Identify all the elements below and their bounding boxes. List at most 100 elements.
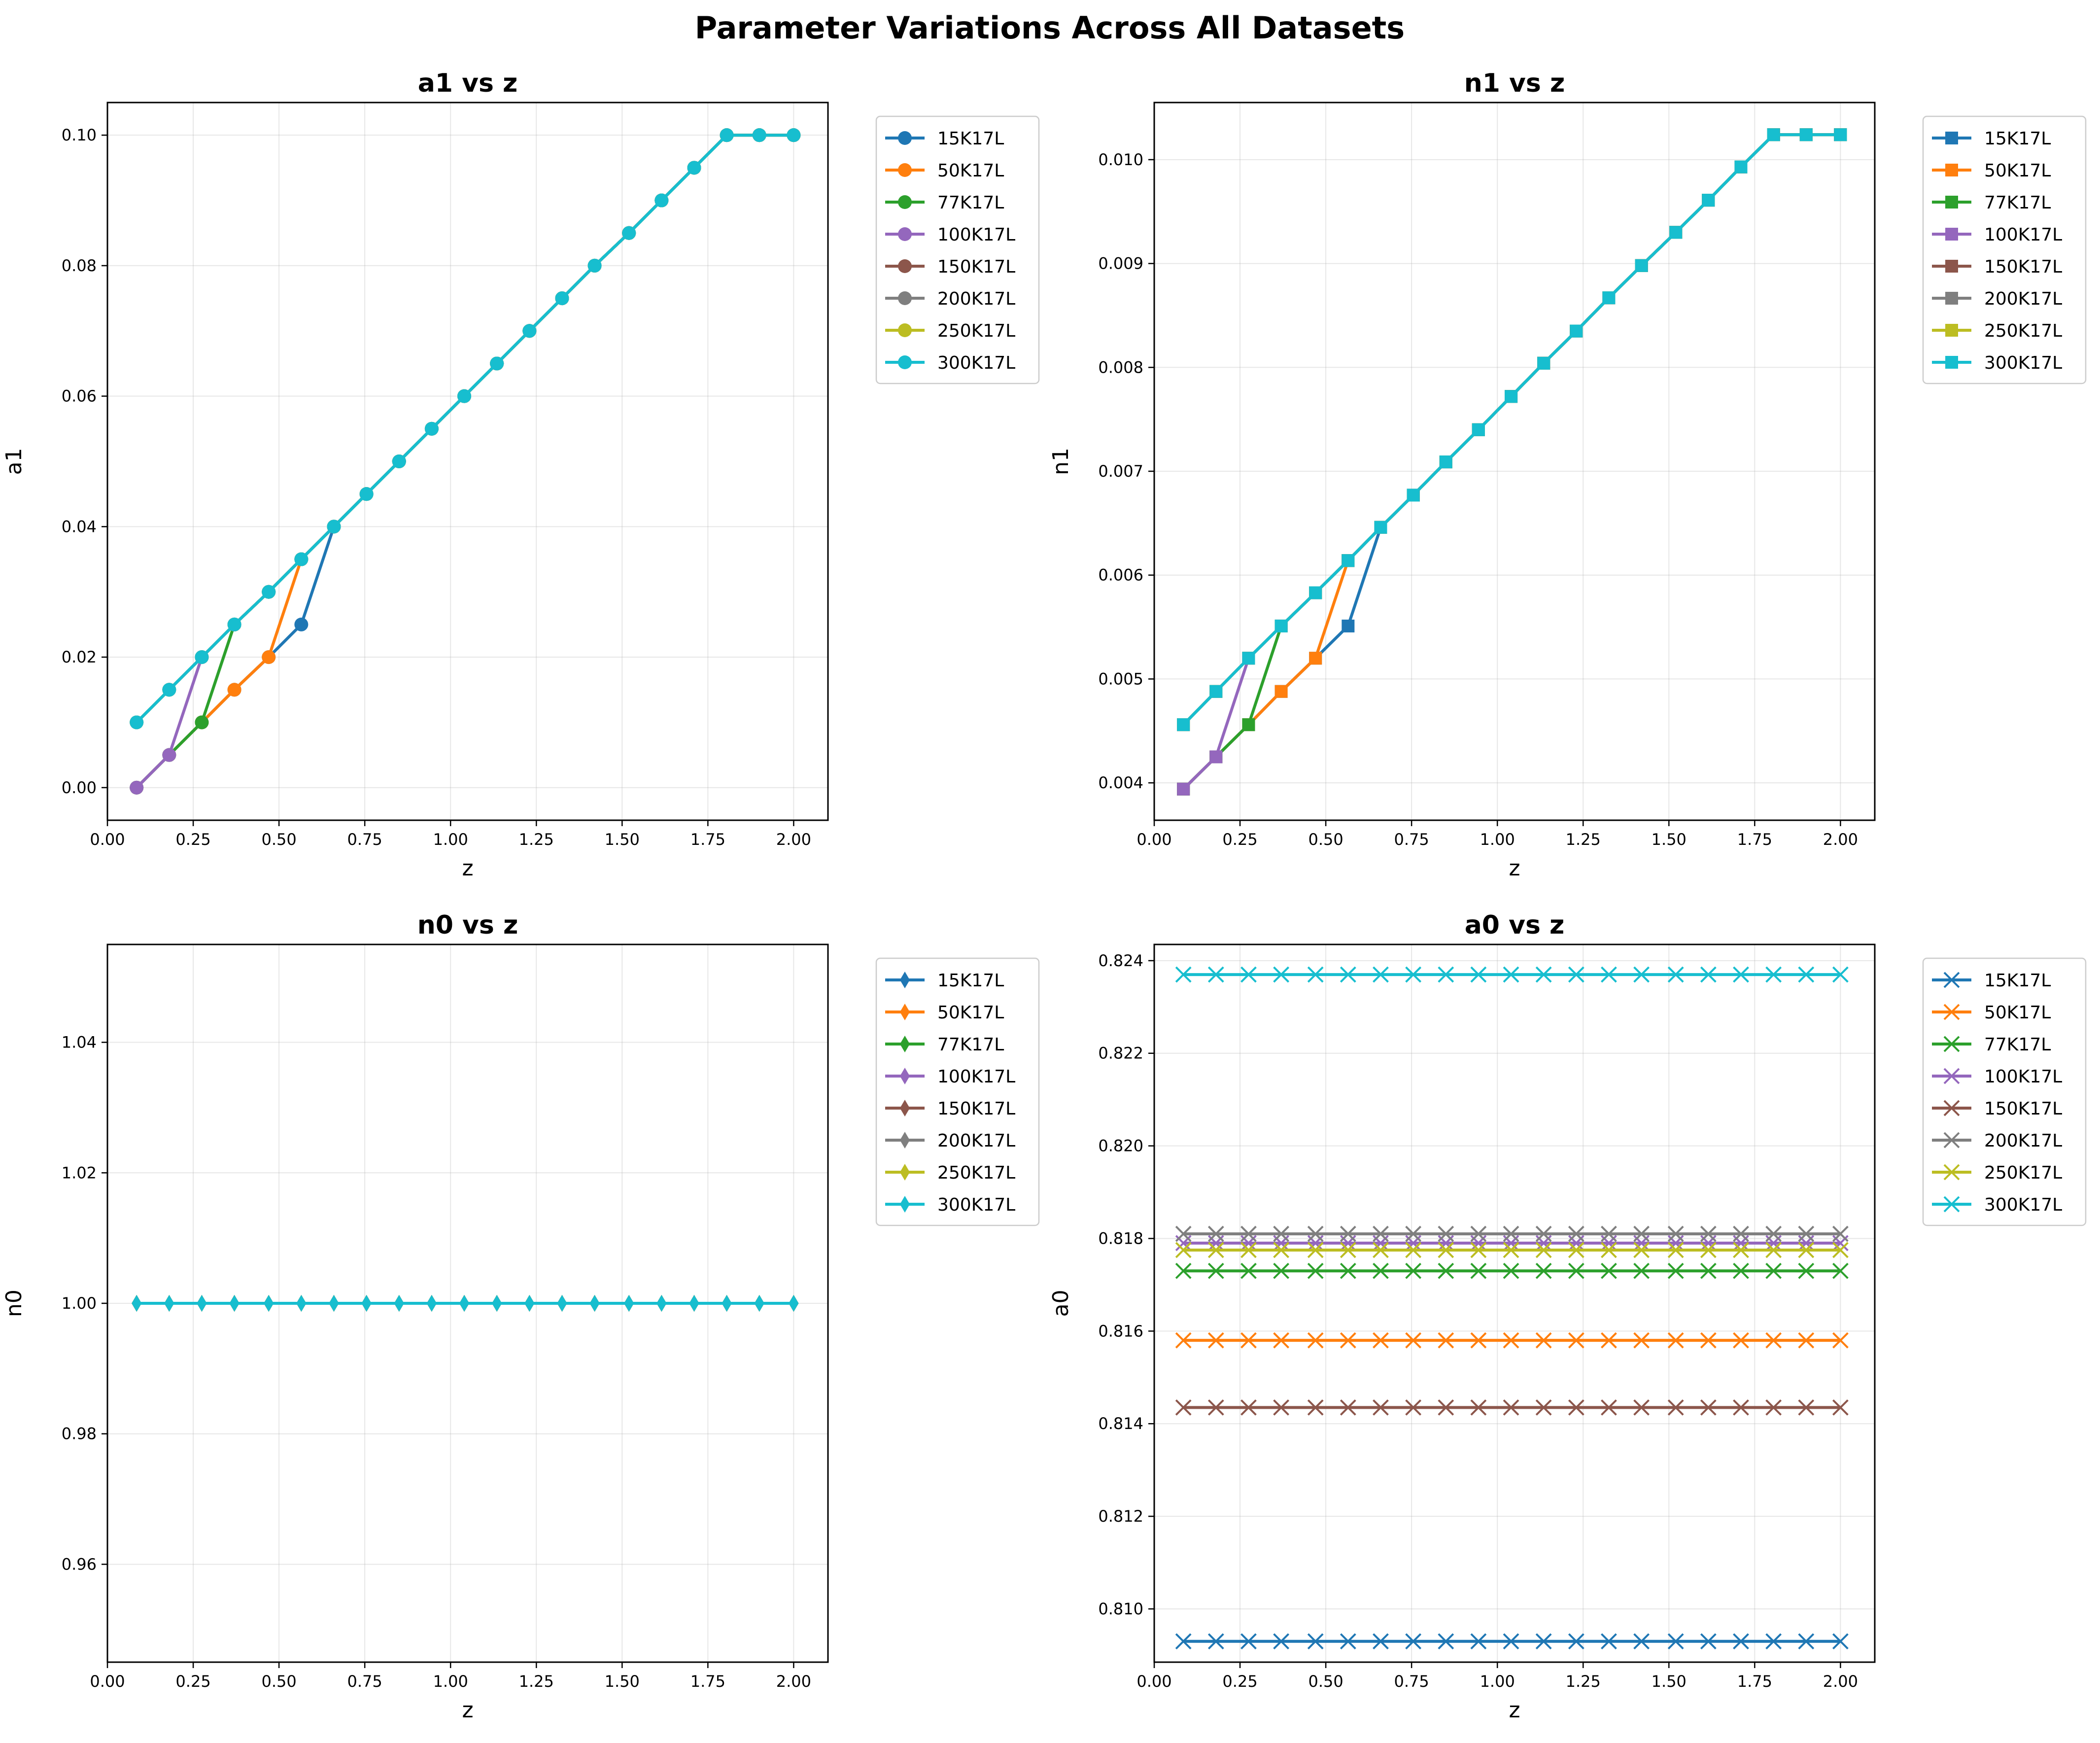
legend-entry-15K17L: 15K17L — [885, 129, 1004, 149]
data-point-300K17L-3 — [1274, 619, 1288, 632]
legend-swatch-marker — [900, 1068, 910, 1084]
data-point-300K17L-19 — [1798, 966, 1815, 983]
data-point-15K17L-20 — [1832, 1633, 1849, 1650]
x-tick-label: 0.00 — [90, 1672, 125, 1691]
y-tick-label: 0.005 — [1098, 669, 1143, 688]
data-point-15K17L-5 — [294, 617, 309, 631]
data-point-15K17L-5 — [1342, 619, 1355, 632]
data-point-50K17L-5 — [1340, 1332, 1356, 1349]
data-point-300K17L-4 — [1309, 586, 1322, 599]
data-point-77K17L-20 — [1832, 1262, 1849, 1279]
subplot-a0: 0.00 0.25 0.50 0.75 1.00 1.25 1.50 1.75 2.00 0.81… — [1048, 910, 2087, 1723]
legend-swatch-marker — [1945, 228, 1958, 241]
data-point-77K17L-9 — [1470, 1262, 1487, 1279]
data-point-300K17L-10 — [1503, 966, 1519, 983]
x-tick-label: 1.25 — [1566, 830, 1601, 849]
data-point-300K17L-6 — [327, 520, 341, 534]
legend-label: 150K17L — [937, 1099, 1015, 1119]
series-300K17L — [1175, 966, 1849, 983]
legend-swatch-marker — [1945, 132, 1958, 144]
data-point-250K17L-11 — [1535, 1242, 1552, 1258]
data-point-50K17L-6 — [1373, 1332, 1389, 1349]
data-point-250K17L-14 — [1633, 1242, 1650, 1258]
legend-entry-300K17L: 300K17L — [885, 1195, 1015, 1215]
data-point-300K17L-10 — [1505, 390, 1518, 403]
data-point-300K17L-11 — [492, 1295, 502, 1312]
x-tick-label: 0.25 — [175, 830, 210, 849]
data-point-15K17L-14 — [1633, 1633, 1650, 1650]
data-point-300K17L-6 — [329, 1295, 339, 1312]
data-point-250K17L-12 — [1568, 1242, 1584, 1258]
data-point-300K17L-12 — [1570, 324, 1583, 338]
x-tick-label: 1.75 — [1737, 830, 1772, 849]
subplot-n0: 0.00 0.25 0.50 0.75 1.00 1.25 1.50 1.75 2.00 0.96… — [1, 910, 1040, 1723]
data-point-15K17L-1 — [1207, 1633, 1224, 1650]
series-250K17L — [1175, 1242, 1849, 1258]
legend-label: 77K17L — [1984, 1035, 2051, 1055]
data-point-300K17L-7 — [359, 487, 374, 501]
legend-entry-50K17L: 50K17L — [885, 1003, 1004, 1023]
data-point-300K17L-10 — [457, 389, 472, 403]
data-point-150K17L-7 — [1405, 1399, 1422, 1416]
data-point-200K17L-0 — [1175, 1225, 1192, 1242]
data-point-15K17L-7 — [1405, 1633, 1422, 1650]
data-point-300K17L-6 — [1374, 521, 1387, 534]
y-tick-label: 0.824 — [1098, 951, 1143, 970]
data-point-200K17L-18 — [1765, 1225, 1782, 1242]
data-point-77K17L-2 — [195, 715, 209, 730]
legend-label: 50K17L — [937, 161, 1004, 181]
legend-label: 250K17L — [937, 1163, 1015, 1183]
data-point-300K17L-20 — [1832, 966, 1849, 983]
data-point-50K17L-9 — [1470, 1332, 1487, 1349]
legend-entry-100K17L: 100K17L — [1932, 1067, 2062, 1087]
y-tick-label: 0.004 — [1098, 773, 1143, 792]
axes-frame — [1153, 102, 1876, 821]
legend-entry-77K17L: 77K17L — [1932, 1035, 2051, 1055]
data-point-250K17L-2 — [1240, 1242, 1257, 1258]
data-point-300K17L-18 — [722, 1295, 732, 1312]
legend-swatch-marker — [1943, 1164, 1960, 1181]
legend-label: 250K17L — [937, 321, 1015, 341]
legend-label: 100K17L — [937, 1067, 1015, 1087]
legend-swatch-marker — [900, 1132, 910, 1149]
data-point-150K17L-10 — [1503, 1399, 1519, 1416]
x-axis-label: z — [462, 856, 473, 881]
x-tick-label: 1.00 — [433, 1672, 468, 1691]
legend-entry-200K17L: 200K17L — [885, 1131, 1015, 1151]
legend-label: 77K17L — [937, 1035, 1004, 1055]
plot-area — [130, 128, 801, 795]
y-tick-label: 0.810 — [1098, 1600, 1143, 1618]
data-point-77K17L-2 — [1240, 1262, 1257, 1279]
data-point-300K17L-5 — [294, 552, 309, 566]
subplot-title: a1 vs z — [418, 69, 518, 98]
x-tick-label: 1.00 — [1480, 830, 1515, 849]
x-tick-label: 1.50 — [1652, 1672, 1687, 1691]
legend-swatch-marker — [898, 195, 912, 209]
legend-entry-150K17L: 150K17L — [1932, 257, 2062, 277]
legend-entry-77K17L: 77K17L — [1932, 193, 2051, 213]
series-300K17L — [132, 1295, 799, 1312]
legend-entry-15K17L: 15K17L — [1932, 129, 2051, 149]
data-point-77K17L-12 — [1568, 1262, 1584, 1279]
x-tick-label: 0.25 — [1222, 830, 1257, 849]
data-point-300K17L-18 — [1765, 966, 1782, 983]
data-point-300K17L-14 — [1635, 259, 1648, 272]
legend-swatch-marker — [898, 131, 912, 145]
legend-swatch-marker — [1945, 260, 1958, 273]
legend-label: 300K17L — [1984, 353, 2062, 373]
data-point-300K17L-16 — [656, 1295, 667, 1312]
subplot-a1: 0.00 0.25 0.50 0.75 1.00 1.25 1.50 1.75 2.00 0.00… — [1, 69, 1040, 881]
data-point-300K17L-7 — [1405, 966, 1422, 983]
legend-entry-150K17L: 150K17L — [1932, 1099, 2062, 1119]
data-point-300K17L-7 — [361, 1295, 372, 1312]
data-point-300K17L-0 — [1177, 718, 1190, 732]
data-point-300K17L-13 — [555, 291, 569, 306]
subplot-title: n0 vs z — [417, 910, 518, 940]
legend-swatch-marker — [1945, 164, 1958, 176]
data-point-50K17L-3 — [227, 683, 241, 697]
series-15K17L — [1175, 1633, 1849, 1650]
x-tick-label: 1.00 — [1480, 1672, 1515, 1691]
y-tick-label: 0.822 — [1098, 1044, 1143, 1063]
data-point-77K17L-8 — [1438, 1262, 1454, 1279]
